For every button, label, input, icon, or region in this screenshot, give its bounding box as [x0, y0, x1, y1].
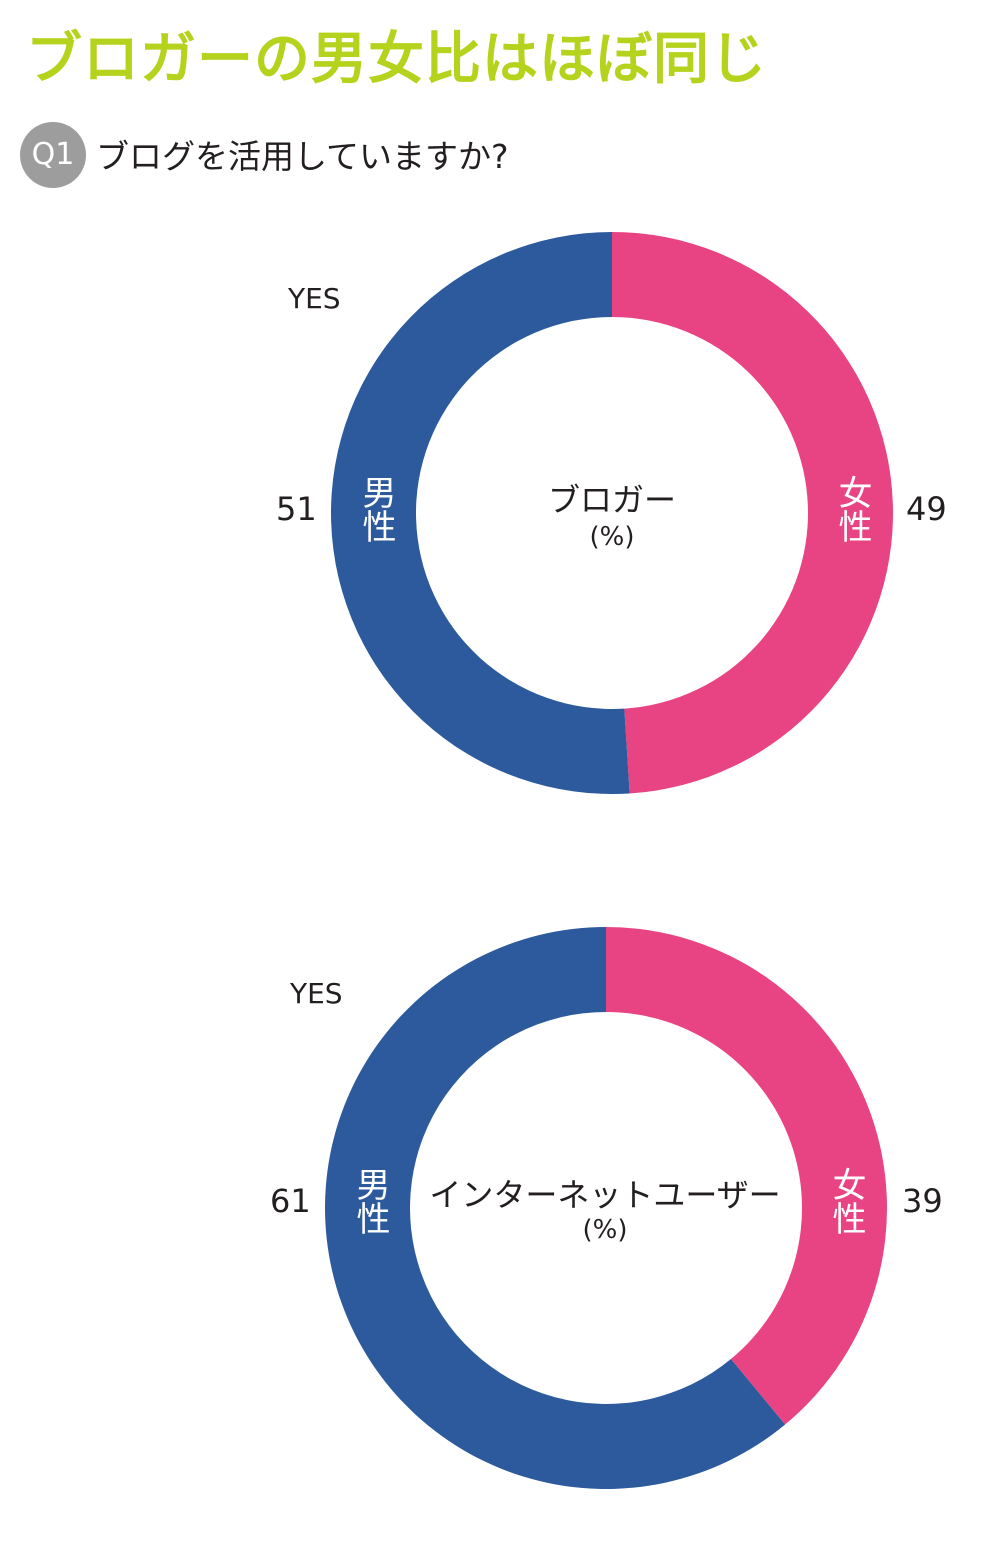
donut-svg — [330, 232, 893, 794]
chart-center-title: ブロガー — [547, 481, 676, 519]
male-slice — [330, 232, 630, 794]
chart-unit-label: (%) — [582, 1215, 628, 1245]
donut-chart-internet-users: YES 61 39 男性 女性 インターネットユーザー (%) — [0, 915, 1000, 1555]
donut-svg — [325, 927, 887, 1489]
chart-unit-label: (%) — [589, 522, 635, 552]
female-slice — [606, 927, 887, 1425]
yes-label: YES — [290, 977, 343, 1010]
female-value-label: 49 — [906, 490, 947, 528]
male-segment-label: 男性 — [350, 1167, 390, 1235]
male-value-label: 61 — [270, 1182, 311, 1220]
male-value-label: 51 — [276, 490, 317, 528]
female-segment-label: 女性 — [832, 475, 872, 543]
yes-label: YES — [288, 282, 341, 315]
question-text: ブログを活用していますか? — [96, 137, 509, 176]
page-title: ブロガーの男女比はほぼ同じ — [26, 27, 767, 92]
female-segment-label: 女性 — [826, 1167, 866, 1235]
male-segment-label: 男性 — [356, 475, 396, 543]
female-slice — [612, 232, 893, 794]
donut-chart-bloggers: YES 51 49 男性 女性 ブロガー (%) — [0, 220, 1000, 860]
female-value-label: 39 — [902, 1182, 943, 1220]
chart-center-title: インターネットユーザー — [429, 1176, 781, 1214]
question-badge: Q1 — [20, 122, 86, 188]
male-slice — [325, 927, 786, 1489]
